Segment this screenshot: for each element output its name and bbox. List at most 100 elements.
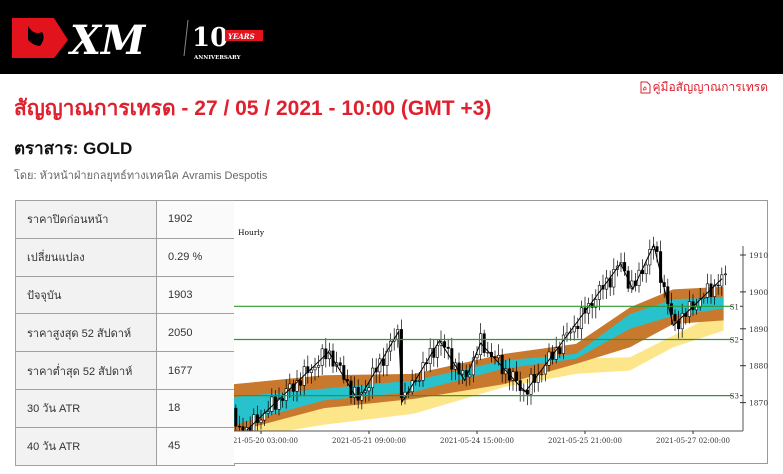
candle-up (277, 398, 281, 410)
candle-down (482, 333, 486, 353)
y-tick-label: 1870 (749, 399, 768, 408)
candle-up (475, 354, 479, 359)
candle-down (291, 383, 295, 392)
author-line: โดย: หัวหน้าฝ่ายกลยุทธ์ทางเทคนิค Avramis… (14, 170, 268, 182)
candle-down (234, 407, 238, 427)
candle-down (338, 362, 342, 366)
row-value: 2050 (156, 313, 235, 353)
y-tick-label: 1900 (749, 288, 768, 297)
candle-up (497, 354, 501, 359)
candle-up (695, 306, 699, 311)
svg-text:ANNIVERSARY: ANNIVERSARY (193, 55, 241, 61)
candle-down (655, 246, 659, 252)
candle-up (702, 297, 706, 300)
row-value: 1677 (156, 351, 235, 390)
page-title: สัญญาณการเทรด - 27 / 05 / 2021 - 10:00 (… (14, 97, 492, 120)
trading-signals-guide-link[interactable]: คู่มือสัญญาณการเทรด (640, 78, 768, 97)
x-tick-label: 2021-05-20 03:00:00 (234, 437, 298, 445)
candle-up (698, 298, 702, 308)
candle-down (558, 347, 562, 354)
row-label: ปัจจุบัน (15, 275, 157, 315)
level-label: S3 (730, 393, 739, 401)
candle-down (677, 320, 681, 330)
candle-up (309, 369, 313, 373)
candle-up (713, 284, 717, 297)
price-stats-table: ราคาปิดก่อนหน้า 1902 เปลี่ยนแปลง 0.29 % ปัจจ… (15, 200, 235, 466)
x-tick-label: 2021-05-25 21:00:00 (548, 437, 622, 445)
candle-up (723, 273, 727, 276)
row-value: 1903 (156, 275, 235, 315)
row-label: ราคาปิดก่อนหน้า (15, 200, 157, 239)
level-label: S2 (730, 337, 739, 345)
row-value: 18 (156, 388, 235, 428)
candle-down (500, 354, 504, 375)
y-tick-label: 1890 (749, 325, 768, 334)
candle-down (281, 398, 285, 401)
candle-up (317, 365, 321, 368)
candle-up (561, 334, 565, 354)
candle-down (669, 303, 673, 315)
candle-up (435, 344, 439, 358)
row-value: 0.29 % (156, 237, 235, 277)
level-label: S1 (730, 303, 739, 311)
row-label: เปลี่ยนแปลง (15, 237, 157, 277)
candle-up (266, 411, 270, 414)
svg-text:XM: XM (67, 17, 147, 62)
candle-up (259, 419, 263, 423)
candle-down (515, 371, 519, 381)
candle-down (241, 426, 245, 431)
svg-text:10: 10 (192, 23, 228, 53)
table-row: 30 วัน ATR 18 (15, 388, 235, 428)
x-tick-label: 2021-05-21 09:00:00 (332, 437, 406, 445)
candle-up (644, 264, 648, 275)
x-tick-label: 2021-05-24 15:00:00 (440, 437, 514, 445)
candle-down (716, 284, 720, 287)
zigzag-line (246, 243, 723, 431)
row-label: ราคาสูงสุด 52 สัปดาห์ (15, 313, 157, 353)
candle-up (367, 387, 371, 392)
candle-down (525, 389, 529, 395)
candle-down (576, 325, 580, 330)
candle-down (590, 303, 594, 308)
table-row: ราคาปิดก่อนหน้า 1902 (15, 200, 235, 239)
xm-logo[interactable]: XM 10 YEARS ANNIVERSARY (8, 12, 268, 62)
row-label: 40 วัน ATR (15, 426, 157, 466)
candle-up (705, 283, 709, 298)
row-value: 45 (156, 426, 235, 466)
table-row: เปลี่ยนแปลง 0.29 % (15, 237, 235, 277)
candle-up (461, 370, 465, 375)
x-tick-label: 2021-05-27 02:00:00 (656, 437, 730, 445)
table-row: ปัจจุบัน 1903 (15, 275, 235, 315)
table-row: ราคาต่ำสุด 52 สัปดาห์ 1677 (15, 351, 235, 390)
chart-svg: S1 S2 S3 1870 1880 1890 1900 1910 2021-05-20 03:… (224, 228, 768, 445)
candle-up (680, 313, 684, 330)
row-label: ราคาต่ำสุด 52 สัปดาห์ (15, 351, 157, 390)
candle-down (342, 365, 346, 380)
candle-up (295, 380, 299, 392)
candle-up (245, 427, 249, 431)
candle-up (417, 380, 421, 382)
candle-up (612, 268, 616, 288)
candle-down (237, 425, 241, 428)
candle-down (446, 346, 450, 349)
candle-up (540, 373, 544, 376)
instrument-heading: ตราสาร: GOLD (14, 139, 133, 158)
candle-down (443, 341, 447, 348)
hourly-chart: S1 S2 S3 1870 1880 1890 1900 1910 2021-05-20 03:… (224, 200, 768, 464)
candle-up (511, 371, 515, 381)
candle-up (594, 299, 598, 308)
candle-up (284, 388, 288, 401)
y-tick-label: 1880 (749, 362, 768, 371)
svg-text:YEARS: YEARS (228, 32, 255, 41)
y-tick-label: 1910 (749, 251, 768, 260)
candle-up (421, 362, 425, 381)
candle-up (648, 249, 652, 266)
candle-up (270, 396, 274, 412)
candle-down (673, 313, 677, 322)
table-row: ราคาสูงสุด 52 สัปดาห์ 2050 (15, 313, 235, 353)
cyan-band (234, 297, 724, 425)
site-header: XM 10 YEARS ANNIVERSARY (0, 0, 783, 74)
pdf-icon (640, 81, 650, 94)
candle-down (381, 358, 385, 366)
candle-down (299, 380, 303, 386)
